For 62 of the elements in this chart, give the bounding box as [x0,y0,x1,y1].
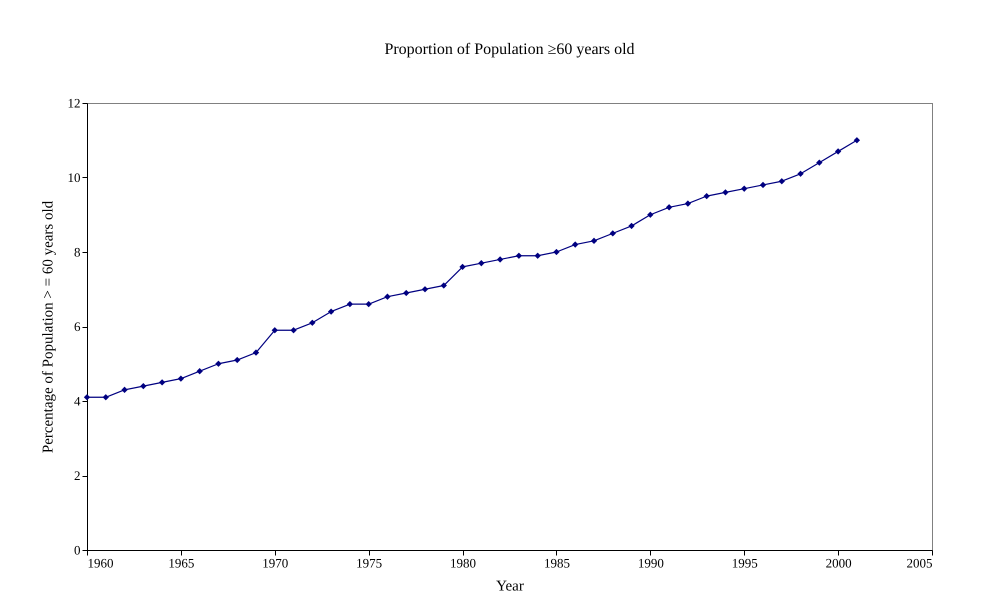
point [252,349,260,356]
y-tick-label: 2 [74,468,80,483]
point [366,300,372,308]
point [422,286,428,292]
point [158,379,166,386]
point [84,394,90,400]
point [516,252,522,259]
point [178,375,184,382]
y-tick-label: 8 [74,244,80,260]
point [346,300,354,308]
point [234,356,240,364]
y-tick-label: 12 [68,96,80,110]
point [215,360,222,367]
point [459,264,466,270]
x-tick-label: 1975 [356,556,382,570]
point [610,230,616,237]
x-tick-label: 1990 [638,556,664,570]
y-tick-label: 6 [74,319,81,334]
point [403,290,410,296]
x-tick-label: 1965 [168,556,194,570]
point [816,159,822,166]
point [534,252,541,259]
point [196,368,203,374]
y-axis-title: Percentage of Population > = 60 years old [40,200,56,454]
y-tick-label: 0 [74,542,80,558]
point [572,241,578,248]
x-tick-label: 1960 [88,556,114,570]
point [778,178,785,184]
y-tick-label: 4 [74,394,81,408]
point [854,137,860,144]
point [666,204,672,210]
point [496,256,504,263]
point [102,394,109,400]
point [834,148,842,155]
point [722,189,729,196]
point [553,248,560,256]
point [647,212,654,218]
point [704,192,710,200]
point [741,186,748,192]
point [797,170,804,177]
point [121,386,128,393]
x-axis-title: Year [496,578,524,594]
x-tick-label: 1995 [732,556,758,570]
point [140,382,146,390]
point [384,294,391,300]
point [290,327,297,334]
x-tick-label: 2005 [906,556,932,570]
x-tick-label: 1985 [544,556,570,570]
y-tick-label: 10 [68,170,80,185]
point [478,260,484,266]
point [272,327,278,334]
point [309,320,316,326]
point [760,182,766,188]
point [328,308,334,315]
x-tick-label: 2000 [826,556,852,570]
x-tick-label: 1980 [450,556,476,570]
point [440,282,447,289]
chart-title: Proportion of Population ≥60 years old [384,41,635,58]
point [684,200,692,207]
point [590,238,598,244]
x-tick-label: 1970 [262,556,288,570]
point [628,222,635,230]
